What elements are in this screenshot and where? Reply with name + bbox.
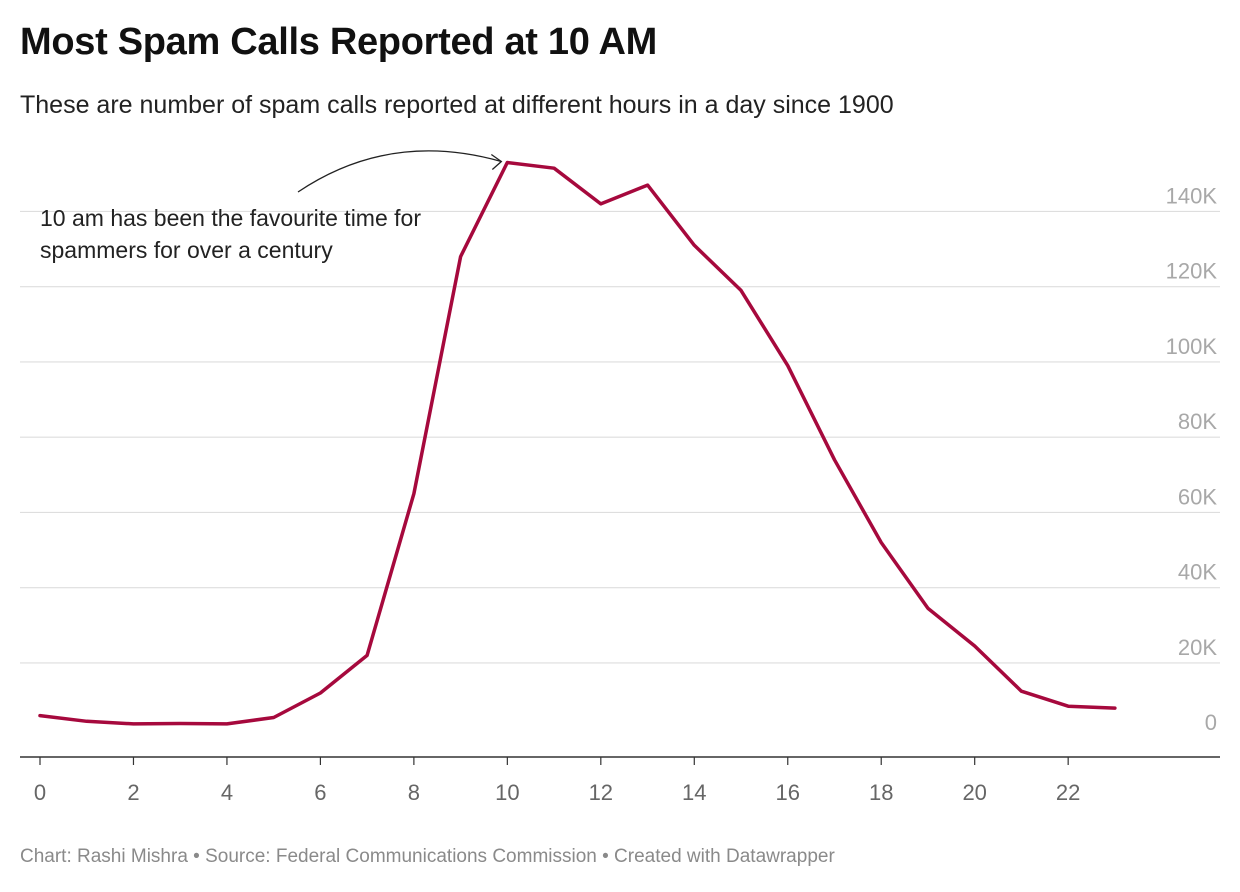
x-tick-label: 6 — [314, 780, 326, 805]
chart-title: Most Spam Calls Reported at 10 AM — [20, 21, 657, 63]
x-tick-label: 12 — [589, 780, 613, 805]
x-tick-label: 20 — [962, 780, 986, 805]
x-tick-label: 14 — [682, 780, 706, 805]
x-tick-label: 18 — [869, 780, 893, 805]
y-tick-label: 40K — [1178, 560, 1217, 585]
y-tick-label: 20K — [1178, 635, 1217, 660]
annotation-arrow — [297, 150, 502, 193]
series-line — [38, 160, 1117, 726]
x-tick-label: 10 — [495, 780, 519, 805]
x-tick-label: 22 — [1056, 780, 1080, 805]
annotation-text-line-1: 10 am has been the favourite time for — [40, 205, 421, 231]
y-tick-label: 140K — [1166, 183, 1218, 208]
y-tick-label: 120K — [1166, 259, 1218, 284]
y-tick-label: 100K — [1166, 334, 1218, 359]
y-tick-label: 0 — [1205, 710, 1217, 735]
y-axis-labels: 0 20K 40K 60K 80K 100K 120K 140K — [1166, 183, 1218, 735]
x-tick-label: 16 — [776, 780, 800, 805]
annotation: 10 am has been the favourite time for sp… — [40, 150, 503, 263]
chart-subtitle: These are number of spam calls reported … — [20, 91, 894, 119]
x-tick-label: 4 — [221, 780, 233, 805]
grid-lines — [20, 210, 1220, 664]
x-axis-ticks: 0 2 4 6 8 10 12 14 16 18 20 22 — [34, 757, 1080, 805]
x-tick-label: 2 — [127, 780, 139, 805]
chart-footer: Chart: Rashi Mishra • Source: Federal Co… — [20, 846, 835, 867]
y-tick-label: 80K — [1178, 409, 1217, 434]
y-tick-label: 60K — [1178, 484, 1217, 509]
x-tick-label: 0 — [34, 780, 46, 805]
x-tick-label: 8 — [408, 780, 420, 805]
annotation-arrow-head — [490, 153, 503, 171]
annotation-text-line-2: spammers for over a century — [40, 237, 333, 263]
